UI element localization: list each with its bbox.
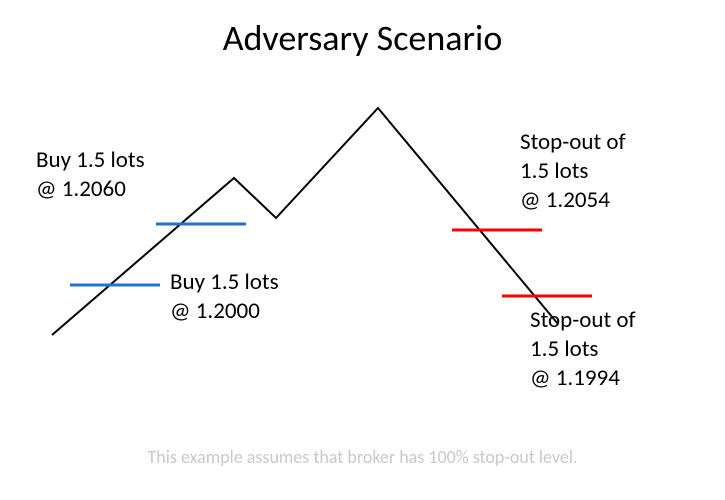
- price-polyline: [52, 108, 558, 335]
- diagram-chart: [0, 0, 725, 500]
- label-stop-low: Stop-out of 1.5 lots @ 1.1994: [530, 306, 636, 392]
- label-stop-high: Stop-out of 1.5 lots @ 1.2054: [520, 128, 626, 214]
- label-buy-high: Buy 1.5 lots @ 1.2060: [36, 146, 145, 204]
- label-buy-low: Buy 1.5 lots @ 1.2000: [170, 268, 279, 326]
- chart-svg: [0, 0, 725, 500]
- diagram-footnote: This example assumes that broker has 100…: [0, 446, 725, 468]
